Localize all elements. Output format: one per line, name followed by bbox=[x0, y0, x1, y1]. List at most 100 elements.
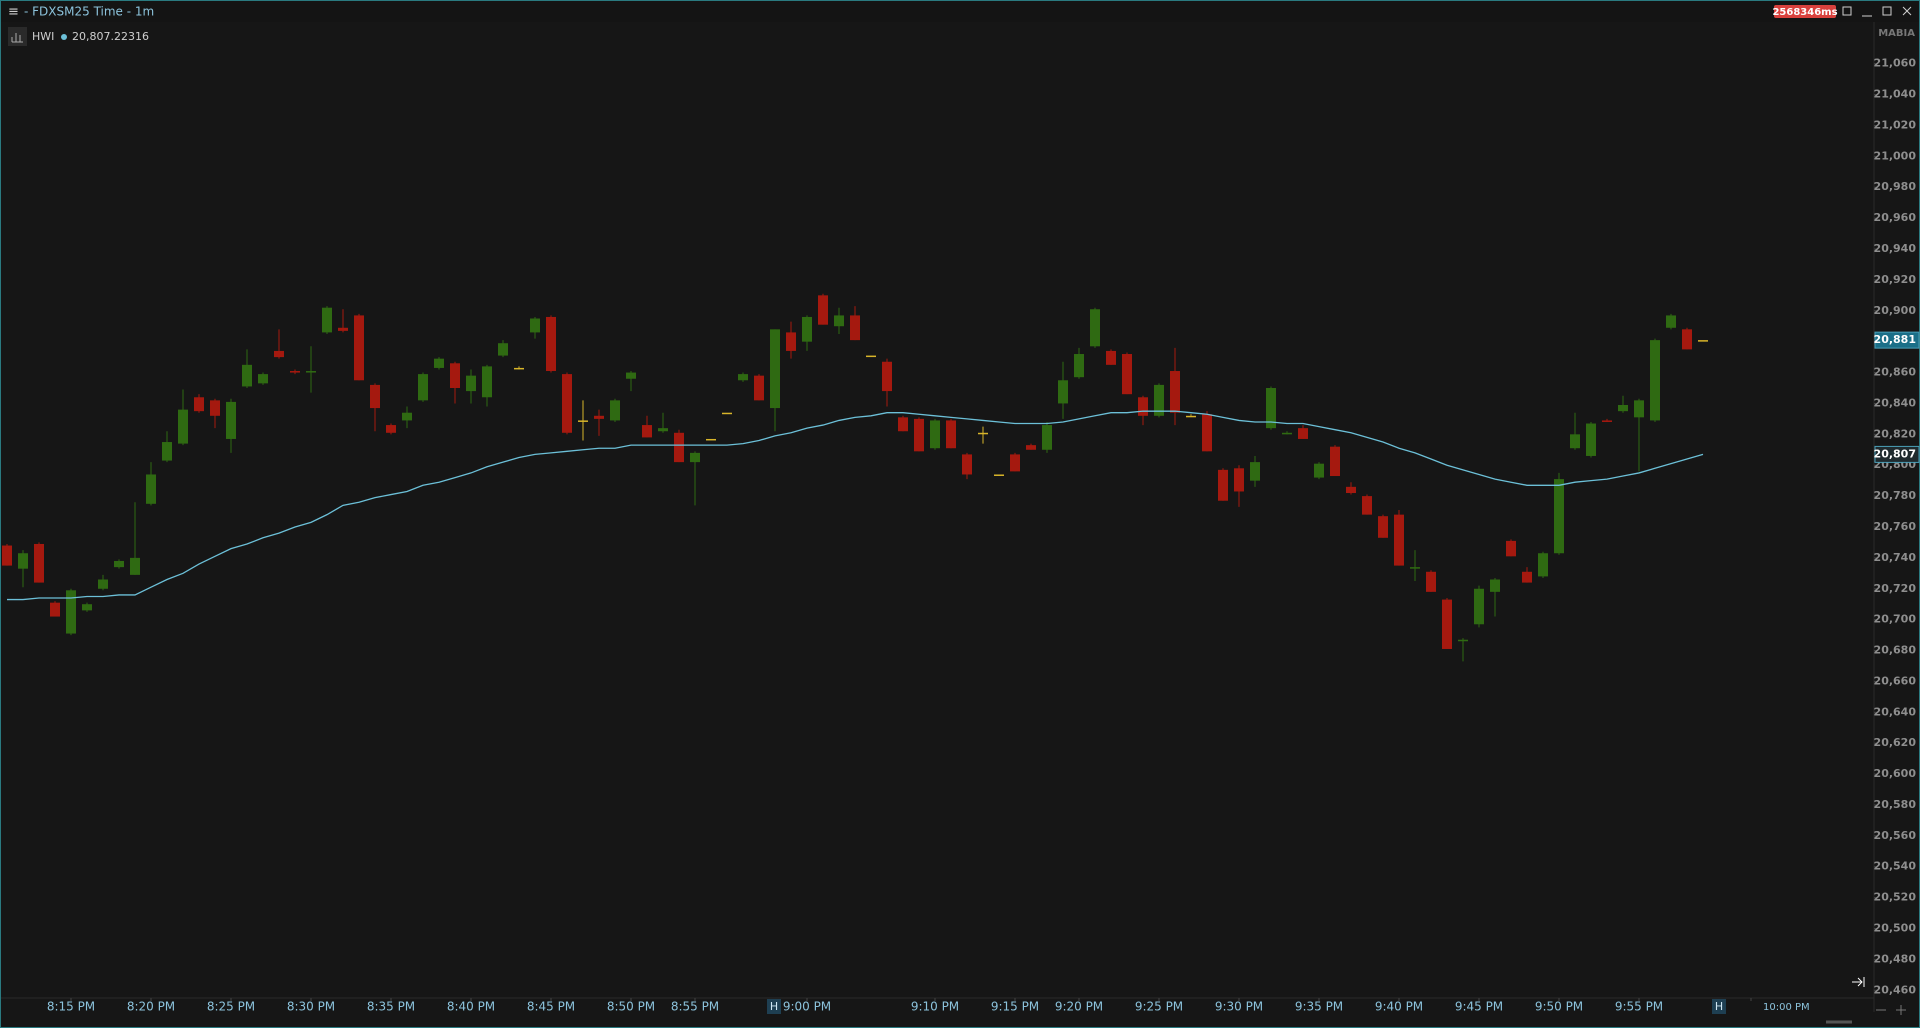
y-tick-label: 20,980 bbox=[1874, 180, 1917, 193]
zoom-buttons[interactable] bbox=[1876, 1005, 1906, 1015]
y-tick-label: 21,060 bbox=[1874, 57, 1917, 70]
y-tick-label: 20,940 bbox=[1874, 242, 1917, 255]
candle-body bbox=[34, 543, 44, 583]
x-tick-label: 8:45 PM bbox=[527, 1000, 575, 1014]
candle-body bbox=[882, 361, 892, 392]
x-tick-label: 9:30 PM bbox=[1215, 1000, 1263, 1014]
y-tick-label: 20,480 bbox=[1874, 952, 1917, 965]
candle-body bbox=[1490, 579, 1500, 592]
x-tick-label: 8:55 PM bbox=[671, 1000, 719, 1014]
x-tick-label: 9:10 PM bbox=[911, 1000, 959, 1014]
indicator-icon[interactable] bbox=[8, 27, 27, 46]
candle-body bbox=[1330, 446, 1340, 477]
candle-body bbox=[290, 371, 300, 373]
candle-body bbox=[1618, 404, 1628, 412]
x-tick-label: 8:20 PM bbox=[127, 1000, 175, 1014]
candle-body bbox=[1650, 340, 1660, 421]
candle-body bbox=[18, 553, 28, 569]
candle-body bbox=[642, 425, 652, 438]
candle-body bbox=[1042, 425, 1052, 450]
y-tick-label: 20,520 bbox=[1874, 891, 1917, 904]
candle-body bbox=[98, 579, 108, 589]
candle-body bbox=[322, 307, 332, 333]
candle-body bbox=[146, 474, 156, 504]
latency-text: 2568346ms bbox=[1772, 7, 1837, 18]
candle-body bbox=[610, 400, 620, 421]
candle-body bbox=[1538, 553, 1548, 577]
y-tick-label: 20,960 bbox=[1874, 211, 1917, 224]
candle-body bbox=[418, 374, 428, 401]
candle-body bbox=[898, 417, 908, 432]
candle-body bbox=[962, 454, 972, 475]
candle-body bbox=[722, 412, 732, 415]
x-tick-label: 8:50 PM bbox=[607, 1000, 655, 1014]
candle-body bbox=[626, 372, 636, 379]
candle-body bbox=[2, 545, 12, 566]
indicator-dot bbox=[61, 34, 67, 40]
candle-body bbox=[594, 415, 604, 419]
candle-body bbox=[274, 350, 284, 358]
candle-body bbox=[498, 343, 508, 356]
x-tick-label: 9:45 PM bbox=[1455, 1000, 1503, 1014]
candle-body bbox=[1202, 414, 1212, 452]
y-tick-label: 20,840 bbox=[1874, 396, 1917, 409]
close-button[interactable] bbox=[1902, 6, 1912, 16]
candle-body bbox=[1090, 309, 1100, 347]
y-tick-label: 20,460 bbox=[1874, 983, 1917, 996]
candle-body bbox=[866, 355, 876, 358]
y-tick-label: 21,040 bbox=[1874, 88, 1917, 101]
x-tick-label: 9:55 PM bbox=[1615, 1000, 1663, 1014]
candle-body bbox=[1282, 432, 1292, 435]
window-controls[interactable] bbox=[1842, 6, 1912, 17]
candle-body bbox=[1378, 516, 1388, 538]
y-tick-label: 20,760 bbox=[1874, 520, 1917, 533]
hour-marker: H bbox=[1715, 1000, 1723, 1013]
menu-icon[interactable]: ≡ bbox=[8, 5, 19, 20]
fullscreen-button[interactable] bbox=[1842, 6, 1852, 16]
y-tick-label: 20,820 bbox=[1874, 427, 1917, 440]
candle-body bbox=[194, 397, 204, 412]
restore-button[interactable] bbox=[1882, 6, 1892, 16]
candle-body bbox=[130, 557, 140, 575]
candle-body bbox=[1298, 428, 1308, 439]
candle-body bbox=[1234, 468, 1244, 492]
candle-body bbox=[1634, 400, 1644, 418]
candle-body bbox=[1186, 415, 1196, 418]
y-tick-label: 20,640 bbox=[1874, 705, 1917, 718]
candle-body bbox=[114, 560, 124, 568]
candle-body bbox=[978, 432, 988, 435]
candle-body bbox=[1122, 354, 1132, 395]
candle-body bbox=[1346, 486, 1356, 494]
x-tick-label: 9:20 PM bbox=[1055, 1000, 1103, 1014]
candle-body bbox=[226, 401, 236, 439]
price-tag bbox=[1874, 331, 1920, 349]
x-tick-label: 9:00 PM bbox=[783, 1000, 831, 1014]
y-tick-label: 21,000 bbox=[1874, 149, 1917, 162]
scroll-to-end-button[interactable] bbox=[1852, 977, 1865, 987]
moving-average-line bbox=[7, 410, 1704, 601]
indicator-value: 20,807.22316 bbox=[72, 30, 149, 43]
candle-body bbox=[178, 409, 188, 444]
candle-body bbox=[1442, 599, 1452, 649]
candle-body bbox=[578, 420, 588, 422]
candle-body bbox=[370, 384, 380, 409]
candle-body bbox=[306, 371, 316, 373]
candle-body bbox=[242, 364, 252, 387]
window-title: - FDXSM25 Time - 1m bbox=[24, 5, 154, 19]
candle-body bbox=[1250, 462, 1260, 481]
hour-marker-box bbox=[767, 999, 781, 1014]
candle-body bbox=[658, 428, 668, 432]
x-tick-label: 8:40 PM bbox=[447, 1000, 495, 1014]
candle-body bbox=[514, 367, 524, 370]
candle-body bbox=[994, 474, 1004, 476]
candle-body bbox=[914, 418, 924, 452]
candle-body bbox=[1362, 496, 1372, 515]
axis-corner-label: MABIA bbox=[1878, 28, 1915, 39]
candle-body bbox=[1570, 434, 1580, 449]
candle-body bbox=[1522, 571, 1532, 583]
candle-body bbox=[1218, 469, 1228, 501]
x-tick-label: 9:15 PM bbox=[991, 1000, 1039, 1014]
